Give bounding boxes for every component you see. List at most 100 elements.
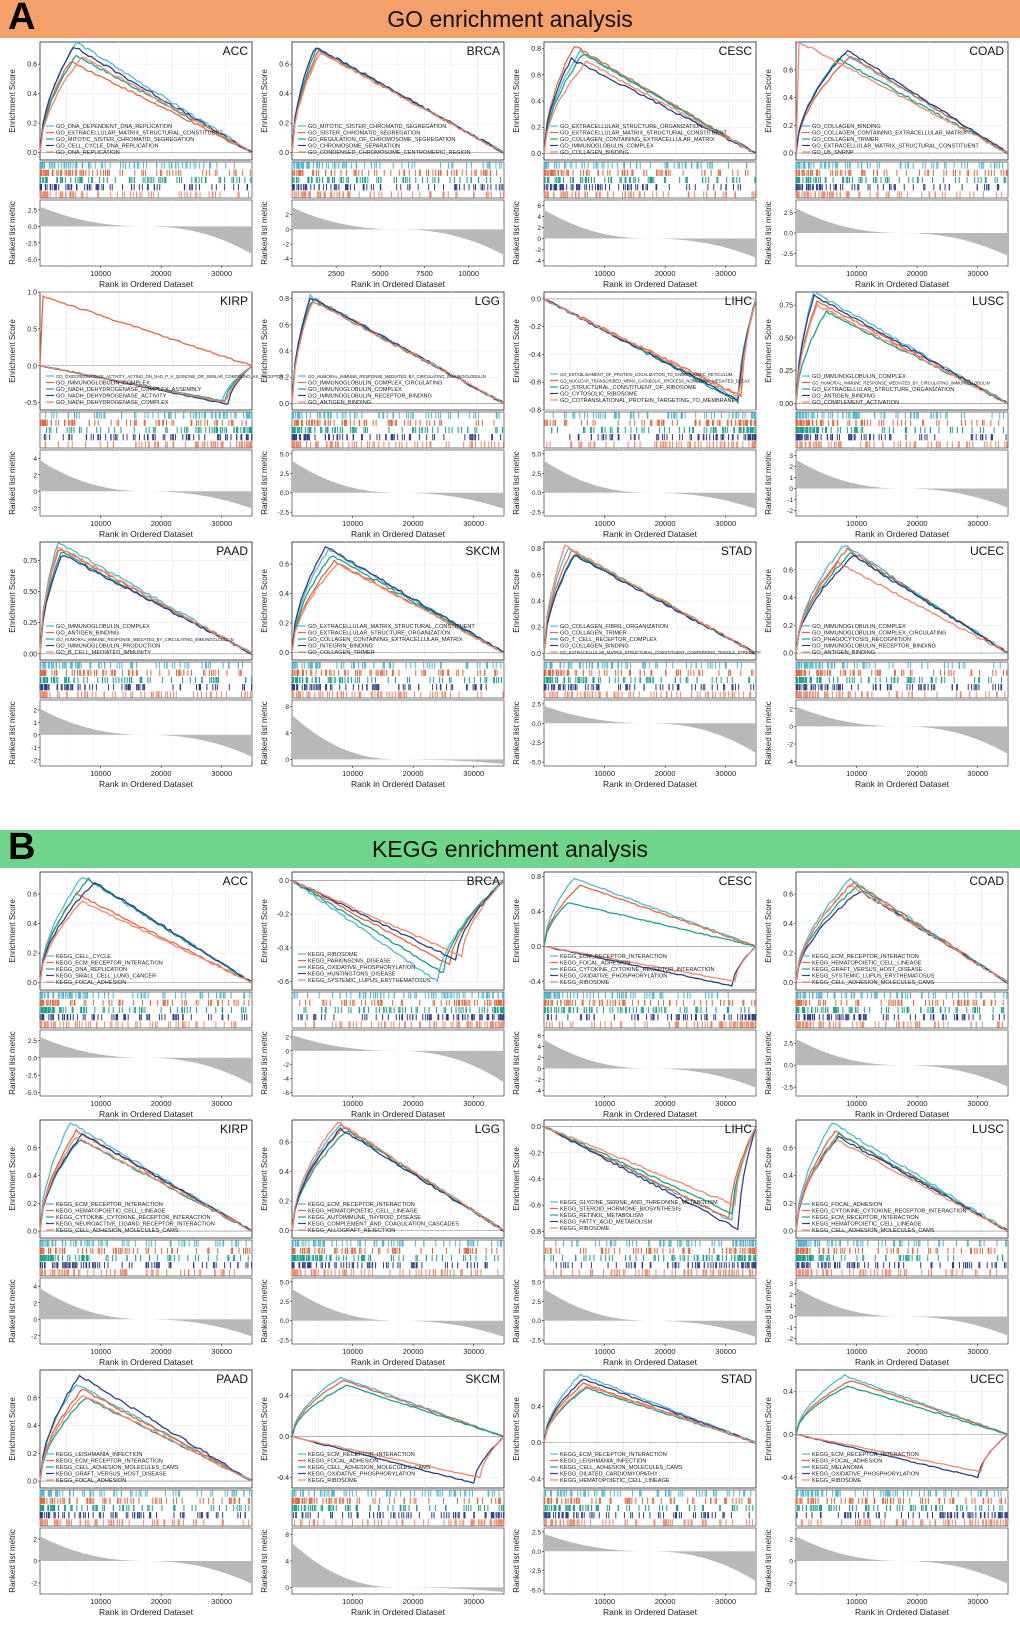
es-tick-label: 0.4 bbox=[783, 921, 793, 928]
es-curve-series-5 bbox=[39, 1137, 253, 1232]
legend-entry: KEGG_ECM_RECEPTOR_INTERACTION bbox=[812, 954, 919, 960]
es-tick-label: -0.4 bbox=[529, 1476, 541, 1483]
hit-row-series-3 bbox=[795, 426, 1004, 434]
es-tick-label: 0.0 bbox=[783, 980, 793, 987]
rlm-tick-label: 2 bbox=[789, 1292, 793, 1299]
es-curve-series-2 bbox=[795, 1380, 1009, 1436]
rlm-tick-label: 0 bbox=[33, 1317, 37, 1324]
rlm-tick-label: 3 bbox=[789, 453, 793, 460]
legend-entry: GO_IMMUNOGLOBULIN_PRODUCTION bbox=[56, 644, 160, 650]
hit-row-series-1 bbox=[39, 662, 243, 669]
chart-a-lihc: 0.0 -0.2 -0.4 -0.6 -0.8 Enrichment Score GO_ES… bbox=[512, 291, 757, 539]
rlm-tick-label: -5.0 bbox=[530, 1588, 542, 1595]
es-curve-series-5 bbox=[795, 303, 1009, 404]
legend-entry: KEGG_FOCAL_ADHESION bbox=[560, 961, 630, 967]
hit-row-series-5 bbox=[39, 1269, 235, 1276]
cancer-type-label: LGG bbox=[475, 1122, 500, 1136]
rlm-area bbox=[292, 460, 504, 509]
legend-entry: GO_EXTRACELLULAR_STRUCTURE_ORGANIZATION bbox=[812, 387, 954, 393]
legend-entry: KEGG_ECM_RECEPTOR_INTERACTION bbox=[56, 961, 163, 967]
x-tick-label: 30000 bbox=[463, 1099, 484, 1108]
x-tick-label: 10000 bbox=[342, 769, 363, 778]
es-axis-label: Enrichment Score bbox=[512, 69, 521, 133]
x-tick-label: 20000 bbox=[151, 1597, 172, 1606]
legend-entry: GO_IMMUNOGLOBULIN_COMPLEX bbox=[56, 381, 150, 387]
es-tick-label: 0.8 bbox=[531, 546, 541, 553]
hit-row-series-2 bbox=[543, 1497, 751, 1504]
legend-entry: KEGG_CELL_ADHESION_MOLECULES_CAMS bbox=[812, 980, 935, 986]
hit-bar-frame bbox=[291, 661, 505, 699]
hit-row-series-2 bbox=[544, 419, 757, 426]
cancer-type-label: SKCM bbox=[465, 1372, 500, 1386]
chart-b-stad: 0.4 0.0 -0.4 Enrichment Score KEGG_ECM_RECEP… bbox=[512, 1369, 757, 1617]
hit-row-series-3 bbox=[39, 1006, 247, 1014]
hit-row-series-1 bbox=[795, 992, 1008, 999]
hit-row-series-1 bbox=[39, 1490, 253, 1497]
legend-entry: KEGG_ECM_RECEPTOR_INTERACTION bbox=[308, 1202, 415, 1208]
legend-entry: KEGG_CYTOKINE_CYTOKINE_RECEPTOR_INTERACT… bbox=[560, 967, 715, 973]
legend-entry: GO_IMMUNOGLOBULIN_COMPLEX bbox=[812, 624, 906, 630]
es-curve-series-4 bbox=[39, 1374, 253, 1482]
rlm-tick-label: 1 bbox=[789, 475, 793, 482]
es-tick-label: -0.8 bbox=[529, 408, 541, 415]
legend-entry: KEGG_SMALL_CELL_LUNG_CANCER bbox=[56, 974, 156, 980]
legend-entry: KEGG_ECM_RECEPTOR_INTERACTION bbox=[56, 1459, 163, 1465]
es-tick-label: 0.4 bbox=[279, 1169, 289, 1176]
es-curve-series-1 bbox=[795, 1373, 1009, 1435]
es-tick-label: 0.6 bbox=[531, 72, 541, 79]
es-axis-label: Enrichment Score bbox=[8, 569, 17, 633]
cancer-type-label: STAD bbox=[721, 1372, 752, 1386]
es-tick-label: -0.4 bbox=[529, 1177, 541, 1184]
x-tick-label: 20000 bbox=[907, 519, 928, 528]
es-axis-label: Enrichment Score bbox=[8, 319, 17, 383]
cancer-type-label: BRCA bbox=[467, 44, 500, 58]
hit-row-series-4 bbox=[292, 1512, 505, 1519]
es-tick-label: 0.4 bbox=[279, 1393, 289, 1400]
es-curve-series-5 bbox=[39, 56, 253, 155]
legend-entry: KEGG_HEMATOPOIETIC_CELL_LINEAGE bbox=[812, 1222, 922, 1228]
es-tick-label: 0.0 bbox=[27, 980, 37, 987]
x-tick-label: 10000 bbox=[846, 269, 867, 278]
rlm-axis-label: Ranked list metric bbox=[512, 201, 521, 265]
legend-entry: KEGG_FOCAL_ADHESION bbox=[56, 980, 126, 986]
cancer-type-label: LUSC bbox=[972, 1122, 1004, 1136]
es-curve-series-5 bbox=[39, 365, 253, 403]
x-tick-label: 10000 bbox=[90, 519, 111, 528]
rlm-tick-label: 2 bbox=[537, 1055, 541, 1062]
x-tick-label: 10000 bbox=[846, 769, 867, 778]
x-tick-label: 10000 bbox=[342, 1347, 363, 1356]
legend-entry: KEGG_HEMATOPOIETIC_CELL_LINEAGE bbox=[308, 1209, 418, 1215]
es-tick-label: 0.50 bbox=[23, 589, 37, 596]
es-tick-label: 0.4 bbox=[531, 1404, 541, 1411]
hit-row-series-4 bbox=[297, 1014, 505, 1021]
rlm-tick-label: 2.5 bbox=[532, 1529, 541, 1536]
hit-row-series-1 bbox=[795, 1240, 1007, 1247]
es-tick-label: 0.0 bbox=[27, 363, 37, 370]
rlm-tick-label: 0.0 bbox=[28, 1055, 37, 1062]
es-tick-label: 0.4 bbox=[531, 99, 541, 106]
legend-entry: KEGG_ECM_RECEPTOR_INTERACTION bbox=[560, 1452, 667, 1458]
hit-row-series-3 bbox=[291, 1254, 499, 1262]
rlm-axis-label: Ranked list metric bbox=[8, 451, 17, 515]
es-curve-series-3 bbox=[795, 57, 1009, 155]
rlm-tick-label: 4 bbox=[33, 456, 37, 463]
rlm-tick-label: 1 bbox=[33, 720, 37, 727]
rlm-axis-label: Ranked list metric bbox=[512, 1031, 521, 1095]
hit-row-series-4 bbox=[546, 1014, 757, 1021]
hit-row-series-5 bbox=[800, 1519, 1009, 1526]
es-tick-label: 0.8 bbox=[531, 46, 541, 53]
x-axis-label: Rank in Ordered Dataset bbox=[351, 779, 446, 789]
x-tick-label: 20000 bbox=[403, 1099, 424, 1108]
es-tick-label: 0.2 bbox=[279, 621, 289, 628]
es-axis-label: Enrichment Score bbox=[764, 1397, 773, 1461]
es-tick-label: 0.0 bbox=[279, 401, 289, 408]
x-tick-label: 20000 bbox=[907, 1347, 928, 1356]
es-curve-series-2 bbox=[291, 879, 505, 966]
rlm-tick-label: -2.5 bbox=[782, 251, 794, 258]
hit-row-series-1 bbox=[293, 992, 505, 999]
x-tick-label: 10000 bbox=[90, 1597, 111, 1606]
hit-row-series-5 bbox=[44, 441, 253, 448]
es-curve-series-2 bbox=[543, 1126, 757, 1220]
hit-row-series-3 bbox=[543, 676, 757, 684]
es-tick-label: 0.0 bbox=[279, 878, 289, 885]
